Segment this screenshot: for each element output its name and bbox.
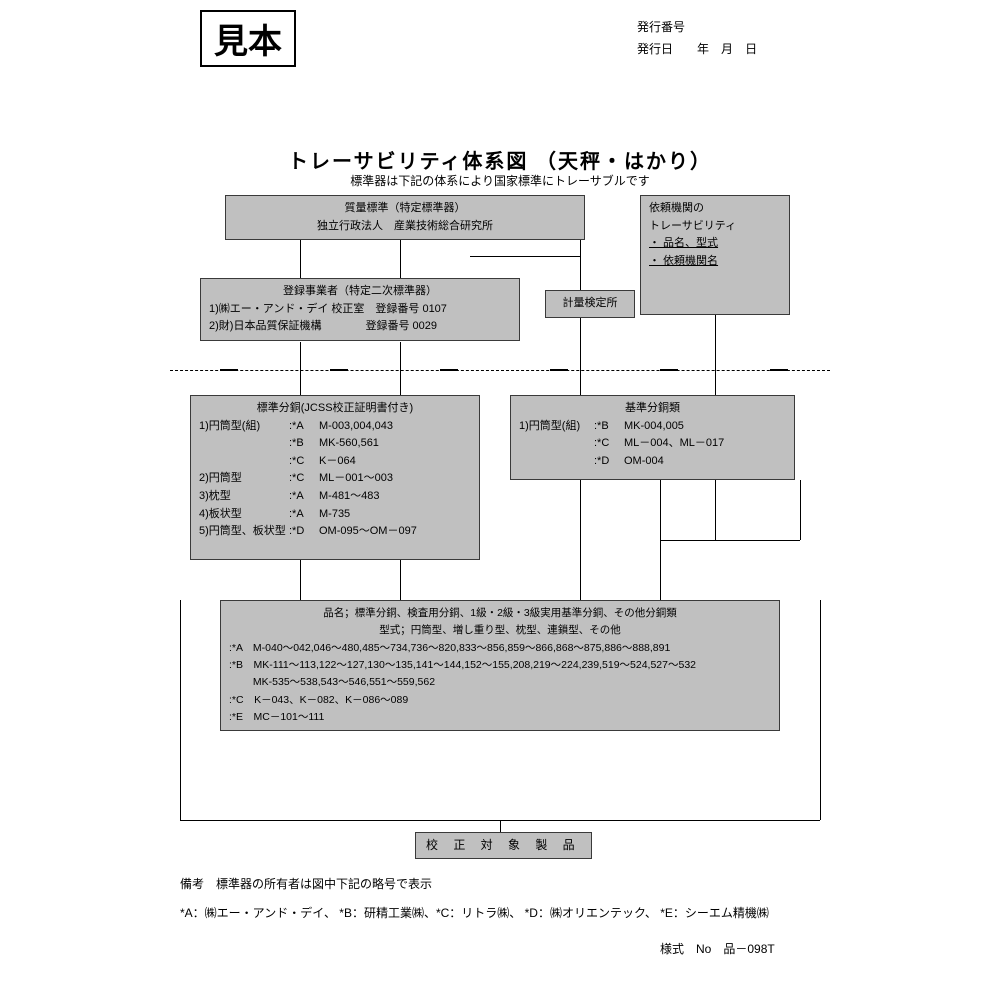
- issue-date-units: 年 月 日: [697, 39, 767, 59]
- node-metrology: 計量検定所: [545, 290, 635, 318]
- weight-row: 2)円筒型:*CML－001～003: [199, 470, 471, 488]
- weight-row: 5)円筒型、板状型:*DOM-095～OM－097: [199, 523, 471, 541]
- node-ref-weights: 基準分銅類 1)円筒型(組):*BMK-004,005:*CML－004、ML－…: [510, 395, 795, 480]
- page: 見本 発行番号 発行日 年 月 日 トレーサビリティ体系図 （天秤・はかり） 標…: [0, 0, 1000, 1000]
- diagram-title: トレーサビリティ体系図 （天秤・はかり）: [0, 145, 1000, 174]
- product-line: :*A M-040～042,046～480,485～734,736～820,83…: [229, 640, 771, 657]
- issue-date-label: 発行日: [637, 39, 695, 59]
- issue-info: 発行番号 発行日 年 月 日: [635, 15, 769, 62]
- weight-row: :*CK－064: [199, 453, 471, 471]
- weight-row: 4)板状型:*AM-735: [199, 506, 471, 524]
- node-final: 校 正 対 象 製 品: [415, 832, 592, 859]
- node-std-weights: 標準分銅(JCSS校正証明書付き) 1)円筒型(組):*AM-003,004,0…: [190, 395, 480, 560]
- notes-line2: *A：㈱エー・アンド・デイ、 *B：研精工業㈱、*C：リトラ㈱、 *D：㈱オリエ…: [180, 899, 769, 928]
- node-secondary-title: 登録事業者（特定二次標準器）: [209, 283, 511, 301]
- weight-row: 1)円筒型(組):*BMK-004,005: [519, 418, 786, 436]
- node-mass-standard-org: 独立行政法人 産業技術総合研究所: [234, 218, 576, 236]
- issue-number-label: 発行番号: [637, 17, 695, 37]
- node-mass-standard: 質量標準（特定標準器） 独立行政法人 産業技術総合研究所: [225, 195, 585, 240]
- product-line: :*B MK-111～113,122～127,130～135,141～144,1…: [229, 657, 771, 674]
- node-secondary-line2: 2)財)日本品質保証機構 登録番号 0029: [209, 318, 511, 336]
- node-mass-standard-title: 質量標準（特定標準器）: [234, 200, 576, 218]
- product-line: :*C K－043、K－082、K－086～089: [229, 692, 771, 709]
- diagram-subtitle: 標準器は下記の体系により国家標準にトレーサブルです: [0, 172, 1000, 189]
- product-line: :*E MC－101～111: [229, 709, 771, 726]
- node-products: 品名；標準分銅、検査用分銅、1級・2級・3級実用基準分銅、その他分銅類 型式；円…: [220, 600, 780, 731]
- notes-line1: 備考 標準器の所有者は図中下記の略号で表示: [180, 870, 769, 899]
- product-line: MK-535～538,543～546,551～559,562: [229, 674, 771, 691]
- node-std-weights-title: 標準分銅(JCSS校正証明書付き): [199, 400, 471, 418]
- weight-row: :*BMK-560,561: [199, 435, 471, 453]
- dash-divider: [170, 370, 830, 371]
- node-products-l1: 品名；標準分銅、検査用分銅、1級・2級・3級実用基準分銅、その他分銅類: [229, 605, 771, 622]
- sample-watermark: 見本: [200, 10, 296, 67]
- notes: 備考 標準器の所有者は図中下記の略号で表示 *A：㈱エー・アンド・デイ、 *B：…: [180, 870, 769, 928]
- weight-row: :*CML－004、ML－017: [519, 435, 786, 453]
- node-products-l2: 型式；円筒型、増し重り型、枕型、連鎖型、その他: [229, 622, 771, 639]
- node-client-traceability: 依頼機関の トレーサビリティ ・ 品名、型式 ・ 依頼機関名: [640, 195, 790, 315]
- node-ref-weights-title: 基準分銅類: [519, 400, 786, 418]
- node-secondary-line1: 1)㈱エー・アンド・デイ 校正室 登録番号 0107: [209, 301, 511, 319]
- weight-row: 1)円筒型(組):*AM-003,004,043: [199, 418, 471, 436]
- weight-row: :*DOM-004: [519, 453, 786, 471]
- form-number: 様式 No 品－098T: [660, 940, 775, 957]
- weight-row: 3)枕型:*AM-481～483: [199, 488, 471, 506]
- node-secondary: 登録事業者（特定二次標準器） 1)㈱エー・アンド・デイ 校正室 登録番号 010…: [200, 278, 520, 341]
